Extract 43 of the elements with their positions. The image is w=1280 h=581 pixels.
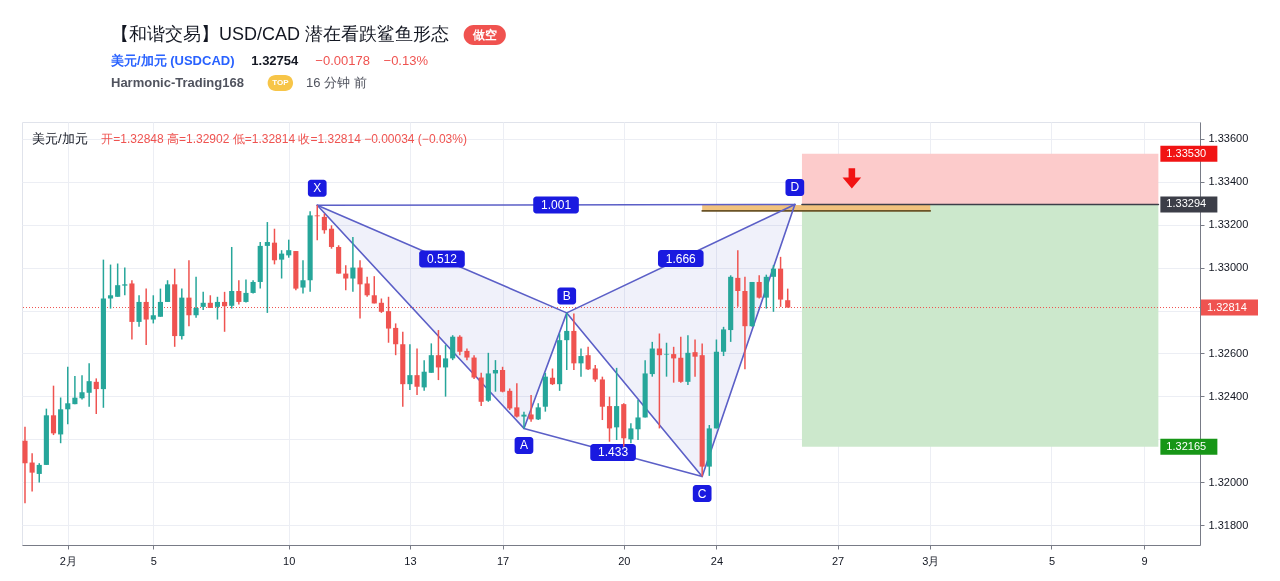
data-label: D bbox=[790, 180, 800, 195]
x-tick-label: 10 bbox=[283, 554, 296, 567]
chart-subtitle: 美元/加元 (USDCAD) bbox=[110, 53, 235, 68]
ref-line-label: 1.32814 bbox=[1207, 300, 1247, 313]
annotation: 0.512 bbox=[426, 251, 458, 266]
text: Harmonic-Trading168 bbox=[111, 75, 244, 90]
chart-title: 【和谐交易】USD/CAD 潜在看跌鲨鱼形态 bbox=[111, 24, 450, 44]
x-tick-label: 20 bbox=[618, 554, 631, 567]
x-tick-label: 2月 bbox=[59, 554, 77, 567]
data-label: A bbox=[519, 438, 528, 453]
annotation: 1.001 bbox=[541, 197, 572, 212]
data-label: 1.33294 bbox=[1166, 197, 1207, 210]
text: −0.00178 bbox=[315, 53, 370, 68]
band-label: 1.33530 bbox=[1166, 146, 1207, 159]
text: 做空 bbox=[471, 28, 497, 42]
x-tick-label: 3月 bbox=[922, 554, 940, 567]
x-tick-label: 24 bbox=[710, 554, 724, 567]
text: −0.13% bbox=[383, 53, 429, 68]
annotation: 开=1.32848 高=1.32902 低=1.32814 收=1.32814 −0.00034 (−0.03%) bbox=[101, 132, 467, 146]
x-tick-label: 27 bbox=[831, 554, 845, 567]
y-tick-label: 1.32000 bbox=[1208, 475, 1249, 488]
data-label: B bbox=[562, 288, 571, 303]
x-tick-label: 9 bbox=[1141, 554, 1148, 567]
y-tick-label: 1.31800 bbox=[1208, 518, 1249, 531]
annotation: 美元/加元 bbox=[32, 131, 88, 146]
x-tick-label: 5 bbox=[150, 554, 157, 567]
text: TOP bbox=[272, 78, 290, 87]
text: 1.32754 bbox=[251, 53, 300, 68]
band-label: 1.32165 bbox=[1166, 439, 1207, 452]
y-tick-label: 1.32400 bbox=[1208, 389, 1249, 402]
x-tick-label: 5 bbox=[1048, 554, 1056, 567]
y-tick-label: 1.33600 bbox=[1208, 132, 1249, 145]
data-label: X bbox=[313, 181, 322, 196]
x-tick-label: 13 bbox=[404, 554, 417, 567]
x-tick-label: 17 bbox=[496, 554, 510, 567]
y-tick-label: 1.33400 bbox=[1208, 175, 1249, 188]
data-label: C bbox=[697, 486, 707, 501]
y-tick-label: 1.33200 bbox=[1208, 218, 1249, 231]
y-tick-label: 1.33000 bbox=[1208, 261, 1249, 274]
text: 16 分钟 前 bbox=[306, 75, 367, 90]
annotation: 1.433 bbox=[598, 445, 629, 460]
y-tick-label: 1.32600 bbox=[1208, 346, 1249, 359]
annotation: 1.666 bbox=[665, 251, 697, 266]
